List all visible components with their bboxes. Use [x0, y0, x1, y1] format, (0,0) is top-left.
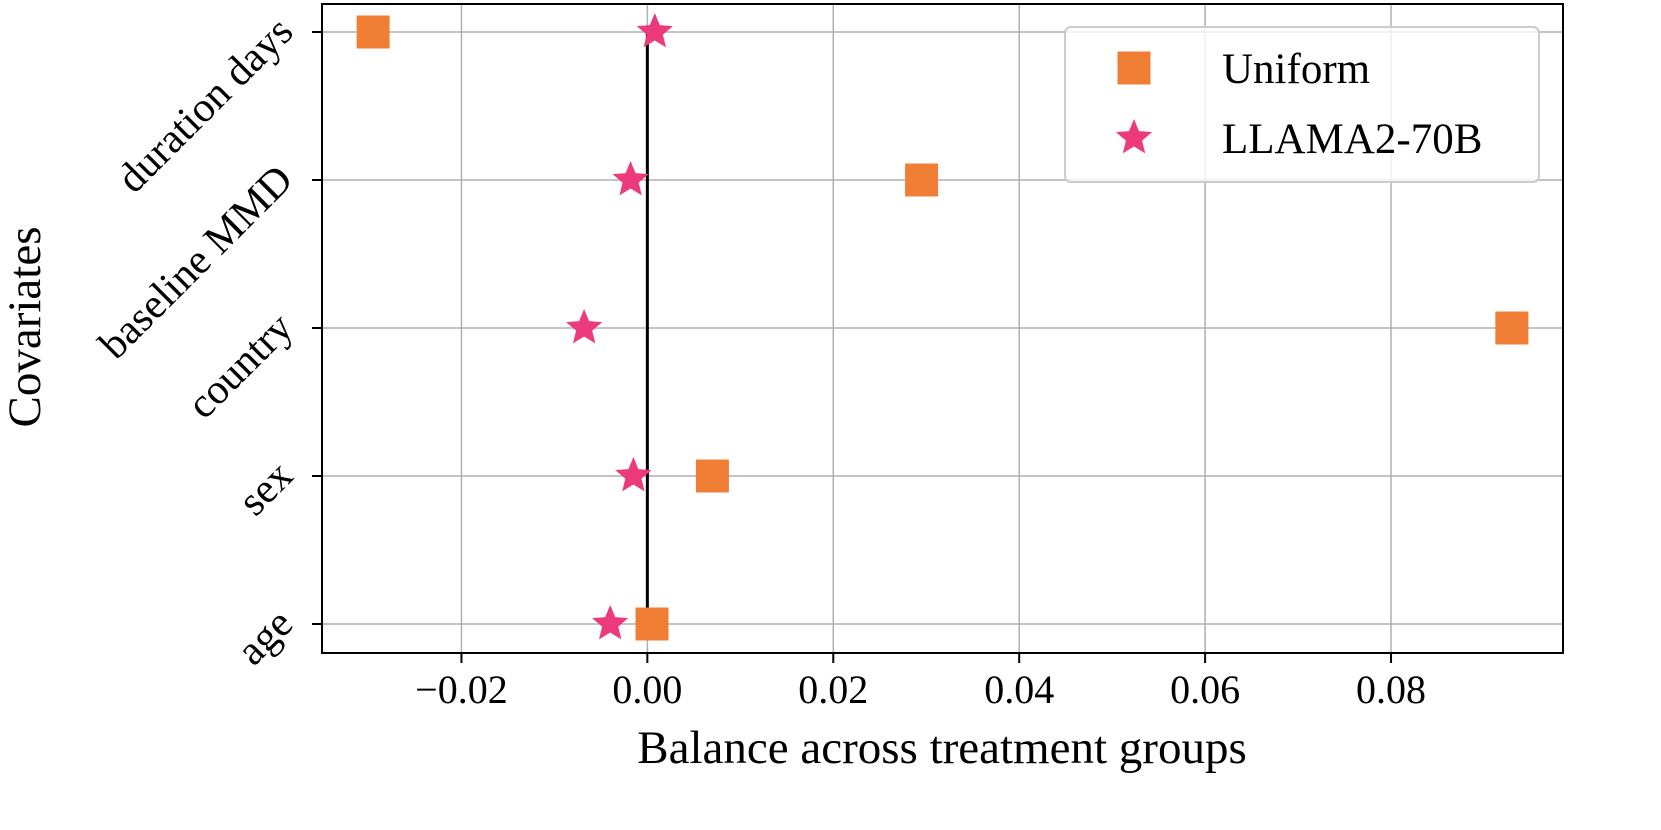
square-marker — [695, 459, 729, 493]
x-tick-label: 0.00 — [612, 667, 682, 712]
legend-marker — [1117, 51, 1151, 85]
legend-label: LLAMA2-70B — [1222, 116, 1482, 163]
y-tick-label: country — [179, 305, 302, 428]
x-axis-label: Balance across treatment groups — [637, 722, 1246, 774]
legend-label: Uniform — [1222, 46, 1370, 93]
legend-box — [1064, 26, 1540, 183]
square-marker — [905, 163, 939, 197]
square-marker — [356, 15, 390, 49]
x-tick-label: −0.02 — [415, 667, 508, 712]
square-marker — [1495, 311, 1529, 345]
x-tick-label: 0.08 — [1356, 667, 1426, 712]
star-marker — [636, 13, 673, 48]
star-marker — [592, 605, 629, 640]
star-marker — [612, 161, 649, 196]
x-tick-label: 0.06 — [1170, 667, 1240, 712]
star-marker — [566, 309, 603, 344]
legend-marker — [1115, 119, 1153, 154]
star-marker — [615, 457, 652, 492]
x-tick-label: 0.02 — [798, 667, 868, 712]
x-tick-label: 0.04 — [984, 667, 1054, 712]
y-tick-label: sex — [230, 453, 302, 525]
series-2 — [566, 13, 673, 640]
series-1 — [356, 15, 1529, 641]
y-tick-label: age — [228, 601, 302, 675]
legend: Uniform LLAMA2-70B — [1064, 26, 1540, 183]
square-marker — [635, 607, 669, 641]
y-axis-label: Covariates — [0, 227, 51, 428]
x-ticks: −0.02 0.00 0.02 0.04 0.06 0.08 — [415, 653, 1426, 712]
marks-layer — [356, 13, 1529, 641]
